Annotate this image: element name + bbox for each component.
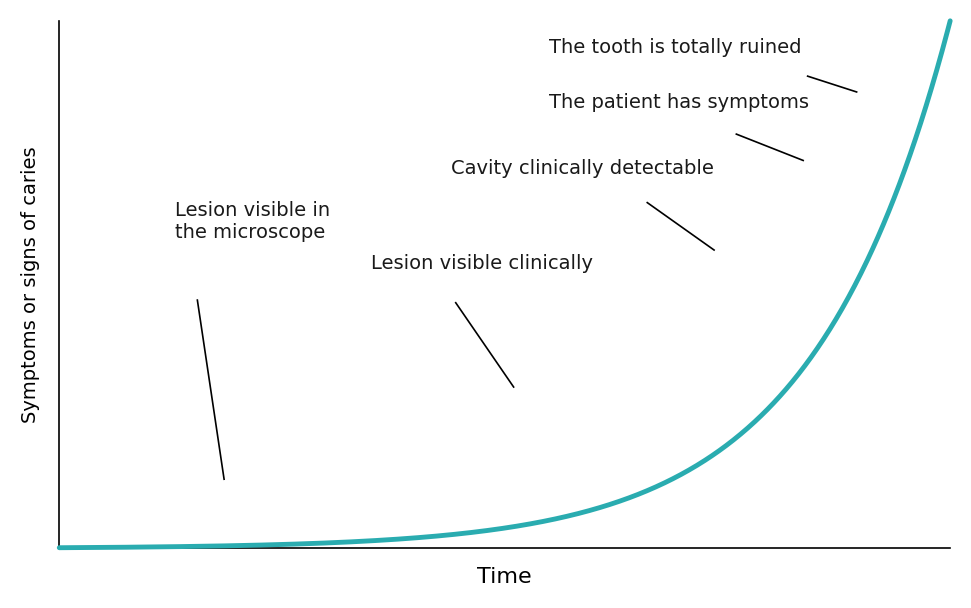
Text: Cavity clinically detectable: Cavity clinically detectable	[452, 159, 714, 178]
Y-axis label: Symptoms or signs of caries: Symptoms or signs of caries	[20, 146, 40, 423]
Text: The tooth is totally ruined: The tooth is totally ruined	[550, 38, 802, 57]
Text: Lesion visible in
the microscope: Lesion visible in the microscope	[175, 201, 330, 241]
Text: The patient has symptoms: The patient has symptoms	[550, 93, 809, 112]
Text: Lesion visible clinically: Lesion visible clinically	[371, 254, 593, 273]
X-axis label: Time: Time	[478, 567, 532, 587]
